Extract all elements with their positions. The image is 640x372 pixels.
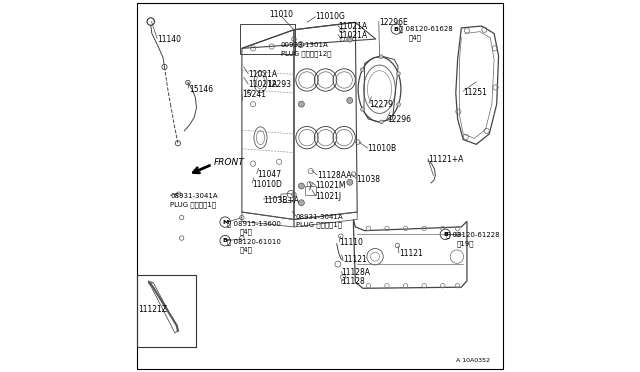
Text: 11128: 11128 — [342, 278, 365, 286]
Text: Ⓑ 08120-61010: Ⓑ 08120-61010 — [227, 238, 281, 245]
Text: B: B — [394, 26, 399, 32]
Text: 11021A: 11021A — [338, 22, 367, 31]
Text: 15146: 15146 — [189, 85, 213, 94]
Text: B: B — [443, 232, 448, 237]
Text: M: M — [222, 219, 228, 225]
Text: 12296: 12296 — [387, 115, 411, 124]
Text: 08931-3041A: 08931-3041A — [170, 193, 218, 199]
Circle shape — [347, 179, 353, 185]
Circle shape — [347, 36, 353, 42]
Text: 15241: 15241 — [242, 90, 266, 99]
Bar — [241, 24, 296, 54]
Text: （19）: （19） — [457, 240, 474, 247]
Circle shape — [298, 42, 303, 48]
Circle shape — [298, 183, 305, 189]
Text: PLUG プラグ（1）: PLUG プラグ（1） — [170, 201, 216, 208]
Text: 11021M: 11021M — [316, 182, 346, 190]
Text: FRONT: FRONT — [214, 158, 244, 167]
Text: Ⓑ 08120-61228: Ⓑ 08120-61228 — [447, 232, 500, 238]
Text: 08931-3041A: 08931-3041A — [296, 214, 344, 219]
Text: 12279: 12279 — [369, 100, 393, 109]
Text: 11021J: 11021J — [316, 192, 342, 201]
Text: 11121: 11121 — [343, 255, 367, 264]
Circle shape — [220, 217, 230, 227]
Text: 11251: 11251 — [463, 88, 487, 97]
Text: PLUG プラグ（12）: PLUG プラグ（12） — [281, 51, 332, 57]
Circle shape — [397, 72, 400, 76]
Circle shape — [298, 200, 305, 206]
Text: 11121: 11121 — [399, 249, 422, 258]
Circle shape — [380, 120, 383, 124]
Text: 12296E: 12296E — [379, 18, 408, 27]
Circle shape — [391, 24, 401, 34]
Text: 11010D: 11010D — [252, 180, 282, 189]
Bar — [137, 275, 196, 347]
Text: 11021A: 11021A — [248, 70, 278, 79]
Text: 12293: 12293 — [267, 80, 291, 89]
Text: 11010B: 11010B — [367, 144, 397, 153]
Text: B: B — [223, 238, 228, 243]
Text: 11047: 11047 — [257, 170, 281, 179]
Circle shape — [347, 97, 353, 103]
Text: A 10A0352: A 10A0352 — [456, 357, 490, 363]
Text: 11128A: 11128A — [342, 268, 371, 277]
Text: 11010: 11010 — [269, 10, 293, 19]
Text: Ⓑ 08120-61628: Ⓑ 08120-61628 — [399, 26, 452, 32]
Text: （4）: （4） — [240, 228, 253, 235]
Circle shape — [379, 55, 383, 58]
Circle shape — [360, 108, 364, 111]
Text: 11010G: 11010G — [316, 12, 346, 21]
Text: 11128AA: 11128AA — [317, 171, 351, 180]
Text: （4）: （4） — [240, 247, 253, 253]
Text: PLUG プラグ（1）: PLUG プラグ（1） — [296, 221, 342, 228]
Text: 00933-1301A: 00933-1301A — [281, 42, 329, 48]
Text: 11140: 11140 — [157, 35, 181, 44]
Text: ⓜ 08915-13600: ⓜ 08915-13600 — [227, 220, 281, 227]
Text: （4）: （4） — [408, 34, 421, 41]
Circle shape — [440, 229, 451, 240]
Text: 1103B+A: 1103B+A — [264, 196, 300, 205]
Circle shape — [360, 68, 364, 71]
Circle shape — [298, 101, 305, 107]
Text: 11121Z: 11121Z — [138, 305, 167, 314]
Text: 11121+A: 11121+A — [428, 155, 463, 164]
Text: 11110: 11110 — [339, 238, 364, 247]
Text: 11038: 11038 — [356, 175, 380, 184]
Text: 11021A: 11021A — [338, 31, 367, 40]
Circle shape — [220, 235, 230, 246]
Circle shape — [397, 103, 401, 106]
Text: 11021A: 11021A — [248, 80, 278, 89]
